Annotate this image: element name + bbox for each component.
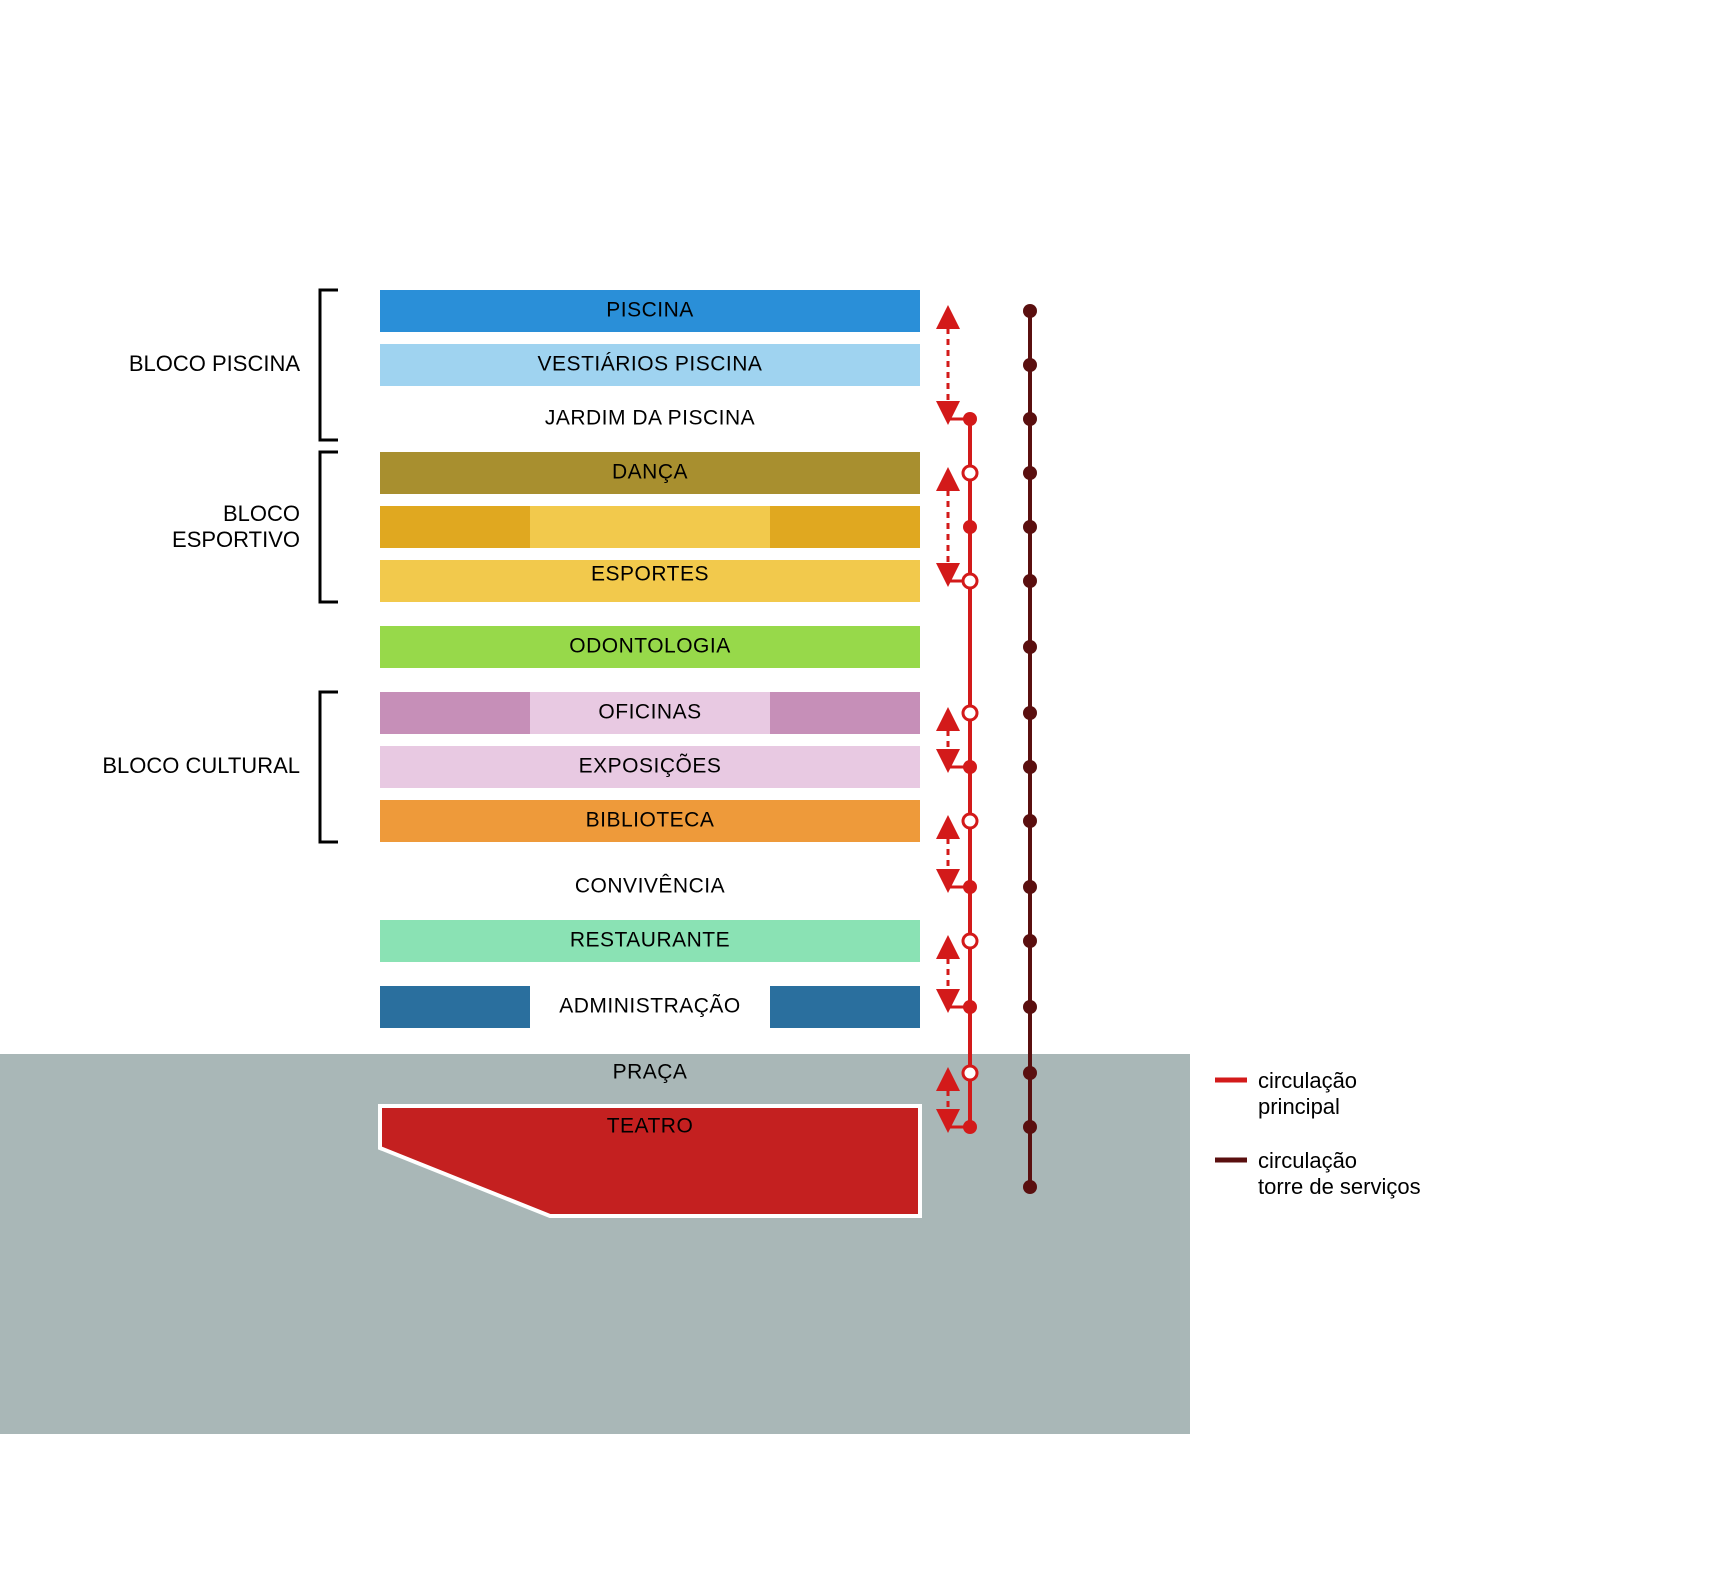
legend-text-1a: circulação xyxy=(1258,1148,1357,1173)
row-label-esportes2: ESPORTES xyxy=(591,563,709,586)
circ-servicos-node-6 xyxy=(1023,640,1037,654)
circ-principal-node-0 xyxy=(963,412,977,426)
circ-servicos-node-10 xyxy=(1023,880,1037,894)
row-label-convivencia: CONVIVÊNCIA xyxy=(575,875,725,898)
row-label-restaurante: RESTAURANTE xyxy=(570,929,730,952)
row-label-vestiarios: VESTIÁRIOS PISCINA xyxy=(538,353,763,376)
row-label-oficinas: OFICINAS xyxy=(598,701,701,724)
row-label-piscina: PISCINA xyxy=(606,299,694,322)
row-label-teatro: TEATRO xyxy=(607,1115,694,1138)
circ-servicos-node-2 xyxy=(1023,412,1037,426)
row-label-odontologia: ODONTOLOGIA xyxy=(569,635,730,658)
row-esportes1-center xyxy=(530,506,770,548)
row-label-danca: DANÇA xyxy=(612,461,688,484)
circ-servicos-node-11 xyxy=(1023,934,1037,948)
row-label-biblioteca: BIBLIOTECA xyxy=(586,809,715,832)
circ-principal-node-7 xyxy=(963,880,977,894)
legend-text-1b: torre de serviços xyxy=(1258,1174,1421,1199)
circ-principal-node-10 xyxy=(963,1066,977,1080)
row-label-praca: PRAÇA xyxy=(613,1061,688,1084)
row-oficinas-right xyxy=(770,692,920,734)
bracket-1 xyxy=(320,452,338,602)
circ-principal-node-6 xyxy=(963,814,977,828)
circ-principal-node-1 xyxy=(963,466,977,480)
bracket-2 xyxy=(320,692,338,842)
row-label-jardim: JARDIM DA PISCINA xyxy=(545,407,755,430)
group-label-2: BLOCO CULTURAL xyxy=(102,753,300,778)
circ-servicos-node-13 xyxy=(1023,1066,1037,1080)
legend-text-0a: circulação xyxy=(1258,1068,1357,1093)
circ-principal-node-3 xyxy=(963,574,977,588)
circ-servicos-node-12 xyxy=(1023,1000,1037,1014)
program-diagram: PISCINA VESTIÁRIOS PISCINA JARDIM DA PISCI… xyxy=(0,0,1736,1596)
circ-servicos-node-9 xyxy=(1023,814,1037,828)
circ-servicos-node-8 xyxy=(1023,760,1037,774)
circ-principal-node-9 xyxy=(963,1000,977,1014)
circ-servicos-node-3 xyxy=(1023,466,1037,480)
group-label-0: BLOCO PISCINA xyxy=(129,351,300,376)
circ-servicos-node-5 xyxy=(1023,574,1037,588)
circ-principal-node-4 xyxy=(963,706,977,720)
legend-text-0b: principal xyxy=(1258,1094,1340,1119)
circ-servicos-node-1 xyxy=(1023,358,1037,372)
circ-servicos-node-0 xyxy=(1023,304,1037,318)
circ-principal-node-2 xyxy=(963,520,977,534)
row-label-exposicoes: EXPOSIÇÕES xyxy=(579,754,722,778)
circ-principal-node-11 xyxy=(963,1120,977,1134)
bracket-0 xyxy=(320,290,338,440)
row-label-administracao: ADMINISTRAÇÃO xyxy=(559,994,741,1018)
group-label-1b: ESPORTIVO xyxy=(172,527,300,552)
circ-principal-node-8 xyxy=(963,934,977,948)
row-esportes1-right xyxy=(770,506,920,548)
group-label-1a: BLOCO xyxy=(223,501,300,526)
row-administracao-right xyxy=(770,986,920,1028)
circ-servicos-node-15 xyxy=(1023,1180,1037,1194)
circ-principal-node-5 xyxy=(963,760,977,774)
row-esportes1-left xyxy=(380,506,530,548)
row-administracao-left xyxy=(380,986,530,1028)
circ-servicos-node-14 xyxy=(1023,1120,1037,1134)
circ-servicos-node-7 xyxy=(1023,706,1037,720)
circ-servicos-node-4 xyxy=(1023,520,1037,534)
row-oficinas-left xyxy=(380,692,530,734)
